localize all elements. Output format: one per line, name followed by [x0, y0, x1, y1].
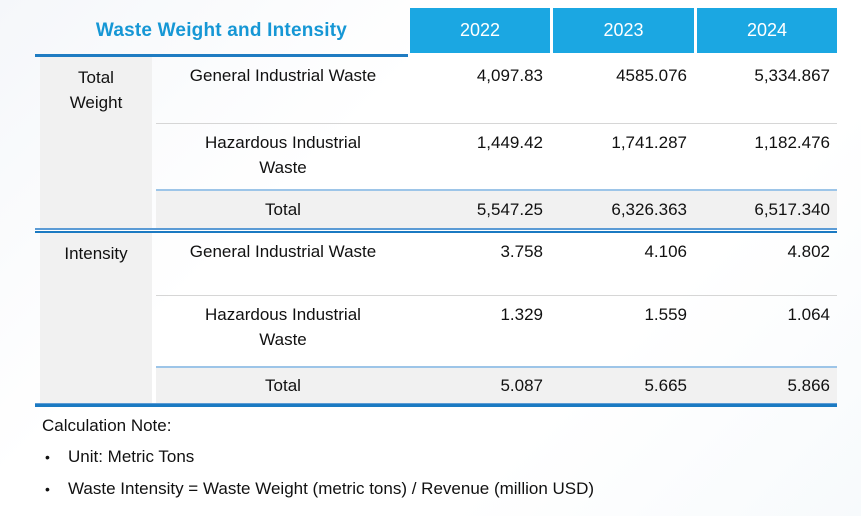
- title-underline: [35, 54, 408, 57]
- column-header-2022: 2022: [410, 8, 550, 53]
- section-divider: [35, 228, 837, 233]
- value-cell-2023: 4585.076: [616, 66, 687, 85]
- value-cell-2023: 1,741.287: [611, 133, 687, 152]
- group-label: Total Weight: [69, 68, 123, 112]
- row-group-total-weight: Total Weight: [40, 57, 152, 228]
- value-cell-2023: 5.665: [644, 375, 687, 395]
- table-row: General Industrial Waste 3.758 4.106 4.8…: [156, 233, 837, 295]
- row-label: Hazardous Industrial Waste: [205, 305, 361, 349]
- value-cell-2024: 5,334.867: [754, 66, 830, 85]
- data-table: Total Weight Intensity General Industria…: [35, 57, 837, 407]
- row-label: Total: [265, 200, 301, 219]
- value-cell-2024: 5.866: [787, 375, 830, 395]
- row-group-intensity: Intensity: [40, 233, 152, 403]
- note-item: • Waste Intensity = Waste Weight (metric…: [42, 478, 842, 500]
- column-header-2023: 2023: [553, 8, 694, 53]
- value-cell-2023: 1.559: [644, 305, 687, 324]
- value-cell-2024: 1,182.476: [754, 133, 830, 152]
- calculation-notes: Calculation Note: • Unit: Metric Tons • …: [42, 416, 842, 510]
- total-row-separator: [156, 189, 837, 191]
- value-cell-2022: 5,547.25: [476, 199, 543, 219]
- table-row: Hazardous Industrial Waste 1.329 1.559 1…: [156, 296, 837, 366]
- table-bottom-border: [35, 403, 837, 407]
- year-label: 2023: [603, 20, 644, 40]
- note-item: • Unit: Metric Tons: [42, 446, 842, 468]
- total-row-separator: [156, 366, 837, 368]
- row-label: General Industrial Waste: [189, 242, 377, 261]
- value-cell-2022: 3.758: [500, 242, 543, 261]
- notes-heading: Calculation Note:: [42, 416, 172, 435]
- table-row: Hazardous Industrial Waste 1,449.42 1,74…: [156, 124, 837, 189]
- table-title-block: Waste Weight and Intensity: [35, 8, 408, 54]
- value-cell-2022: 1.329: [500, 305, 543, 324]
- value-cell-2022: 1,449.42: [476, 133, 543, 152]
- table-row-total: Total 5.087 5.665 5.866: [156, 368, 837, 403]
- table-row: General Industrial Waste 4,097.83 4585.0…: [156, 57, 837, 123]
- group-label: Intensity: [64, 244, 128, 263]
- bullet-icon: •: [45, 449, 50, 465]
- year-label: 2022: [459, 20, 501, 40]
- note-text: Unit: Metric Tons: [68, 447, 195, 466]
- row-label: Hazardous Industrial Waste: [205, 133, 361, 177]
- value-cell-2022: 5.087: [500, 375, 543, 395]
- note-text: Waste Intensity = Waste Weight (metric t…: [68, 479, 595, 498]
- row-label: Total: [265, 376, 301, 395]
- column-header-2024: 2024: [697, 8, 837, 53]
- table-row-total: Total 5,547.25 6,326.363 6,517.340: [156, 191, 837, 228]
- year-label: 2024: [746, 20, 788, 40]
- value-cell-2023: 6,326.363: [611, 199, 687, 219]
- value-cell-2024: 1.064: [787, 305, 830, 324]
- table-title: Waste Weight and Intensity: [95, 20, 348, 41]
- value-cell-2023: 4.106: [644, 242, 687, 261]
- row-label: General Industrial Waste: [189, 66, 377, 85]
- value-cell-2022: 4,097.83: [476, 66, 543, 85]
- value-cell-2024: 6,517.340: [754, 199, 830, 219]
- row-separator: [156, 295, 837, 296]
- row-separator: [156, 123, 837, 124]
- bullet-icon: •: [45, 481, 50, 497]
- value-cell-2024: 4.802: [787, 242, 830, 261]
